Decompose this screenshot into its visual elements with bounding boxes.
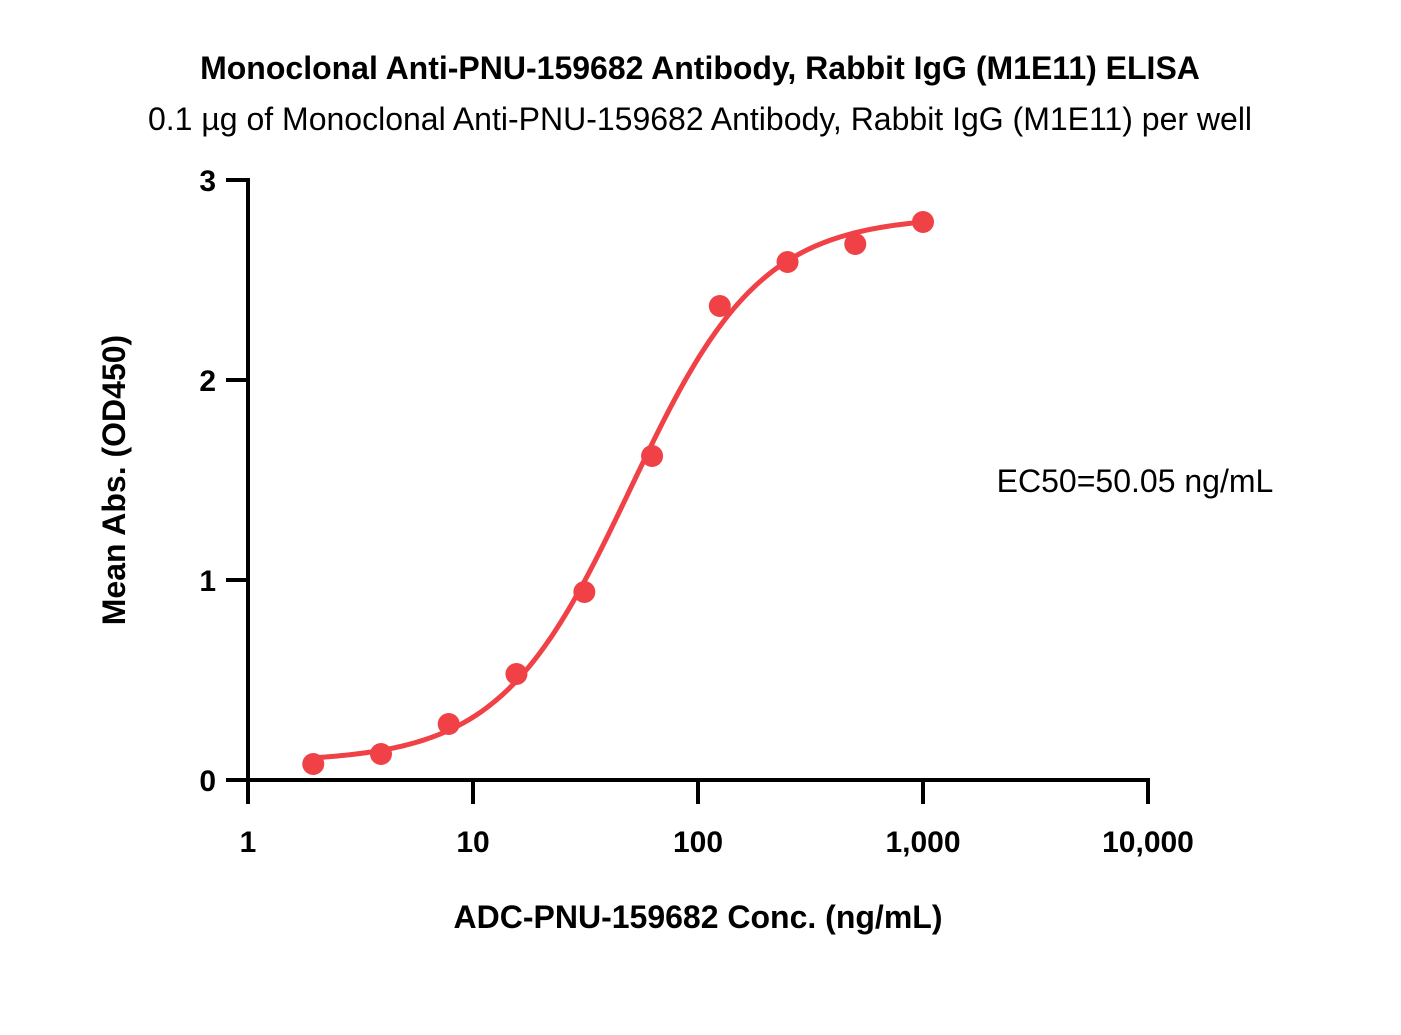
y-axis-label: Mean Abs. (OD450)	[96, 335, 132, 625]
y-tick-label: 1	[199, 565, 216, 598]
data-point	[708, 295, 731, 317]
data-point	[573, 581, 596, 603]
chart-title: Monoclonal Anti-PNU-159682 Antibody, Rab…	[200, 50, 1200, 86]
x-tick-label: 10,000	[1102, 826, 1194, 859]
x-axis-label: ADC-PNU-159682 Conc. (ng/mL)	[454, 899, 943, 935]
fit-curve	[313, 219, 924, 761]
x-tick-label: 10	[456, 826, 489, 859]
data-point	[437, 713, 460, 735]
data-point	[844, 233, 867, 255]
data-point	[302, 753, 325, 775]
chart-subtitle: 0.1 µg of Monoclonal Anti-PNU-159682 Ant…	[148, 101, 1252, 137]
data-point	[505, 663, 528, 685]
data-point	[912, 211, 934, 233]
x-tick-label: 1,000	[885, 826, 960, 859]
x-tick-label: 1	[240, 826, 257, 859]
x-tick-label: 100	[673, 826, 723, 859]
y-tick-label: 0	[199, 765, 216, 798]
y-tick-label: 2	[199, 365, 216, 398]
ec50-annotation: EC50=50.05 ng/mL	[997, 463, 1274, 499]
data-point	[641, 445, 664, 467]
y-tick-label: 3	[199, 165, 216, 198]
data-point	[776, 251, 799, 273]
data-point	[369, 743, 392, 765]
